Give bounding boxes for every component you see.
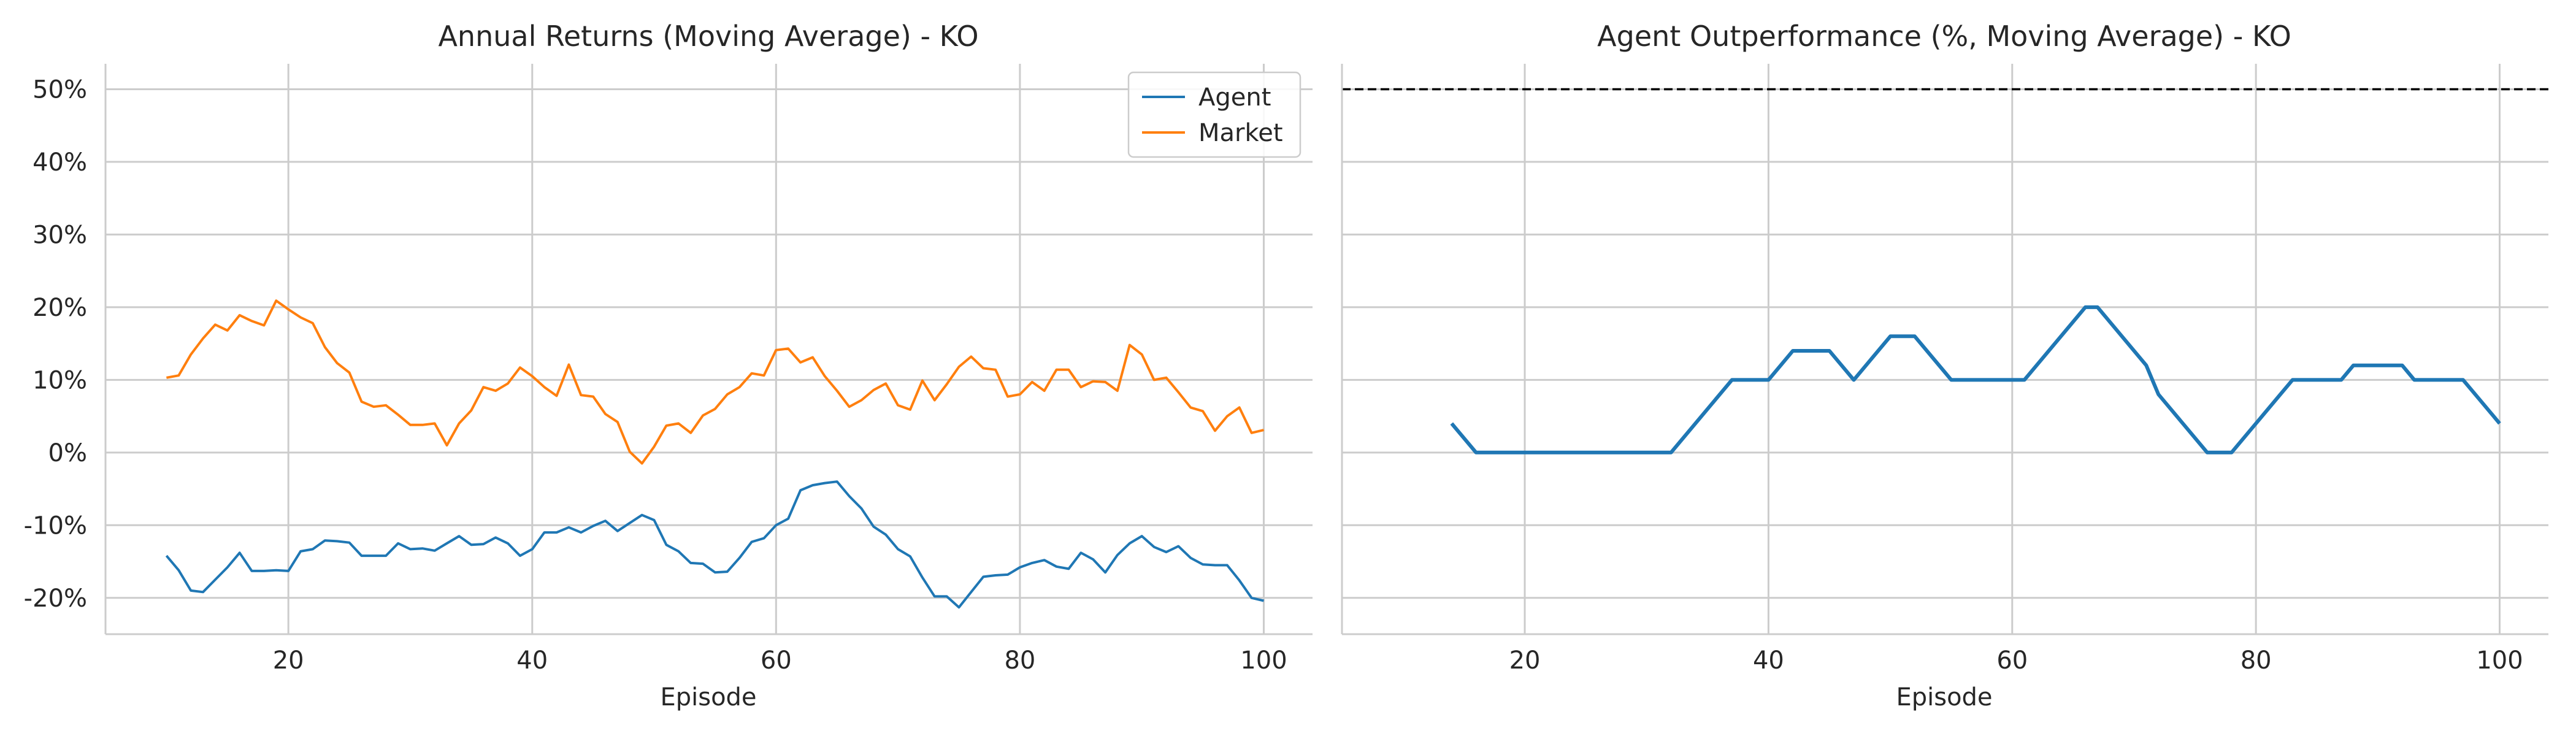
outperformance-x-tick-label: 20 [1509, 646, 1541, 675]
returns-grid [105, 64, 1313, 634]
legend-box [1127, 71, 1301, 158]
returns-panel: Annual Returns (Moving Average) - KO 20 4… [24, 20, 1313, 711]
returns-panel-title: Annual Returns (Moving Average) - KO [438, 20, 978, 53]
outperformance-axes [1341, 64, 2548, 635]
returns-x-ticks: 20 40 60 80 100 [273, 646, 1287, 675]
outperformance-panel-title: Agent Outperformance (%, Moving Average)… [1597, 20, 2291, 53]
returns-x-tick-label: 100 [1240, 646, 1287, 675]
legend-label-market: Market [1198, 119, 1283, 147]
returns-x-tick-label: 60 [761, 646, 792, 675]
returns-y-tick-label: 30% [33, 221, 87, 249]
returns-x-tick-label: 40 [516, 646, 548, 675]
legend-label-agent: Agent [1198, 83, 1271, 112]
returns-y-tick-label: 0% [48, 439, 87, 467]
returns-y-tick-label: 20% [33, 294, 87, 322]
returns-x-tick-label: 20 [273, 646, 304, 675]
returns-legend: Agent Market [1127, 71, 1301, 158]
returns-x-tick-label: 80 [1004, 646, 1035, 675]
outperformance-x-tick-label: 60 [1996, 646, 2028, 675]
returns-y-tick-label: -20% [24, 585, 87, 613]
returns-series [165, 299, 1264, 609]
returns-y-tick-label: -10% [24, 512, 87, 540]
series-line-market [166, 299, 1264, 465]
outperformance-x-tick-label: 80 [2241, 646, 2272, 675]
returns-y-tick-label: 40% [33, 148, 87, 177]
outperformance-series [1450, 305, 2501, 454]
outperformance-x-tick-label: 40 [1753, 646, 1784, 675]
outperformance-x-ticks: 20 40 60 80 100 [1509, 646, 2523, 675]
returns-y-ticks: -20% -10% 0% 10% 20% 30% 40% 50% [24, 75, 87, 612]
series-line-outperformance [1450, 305, 2501, 454]
returns-y-tick-label: 10% [33, 366, 87, 394]
returns-axes [104, 64, 1313, 635]
outperformance-panel: Agent Outperformance (%, Moving Average)… [1341, 20, 2548, 711]
returns-y-tick-label: 50% [33, 75, 87, 104]
outperformance-x-tick-label: 100 [2476, 646, 2523, 675]
returns-x-axis-label: Episode [660, 683, 756, 711]
series-line-agent [165, 480, 1264, 609]
outperformance-x-axis-label: Episode [1896, 683, 1992, 711]
